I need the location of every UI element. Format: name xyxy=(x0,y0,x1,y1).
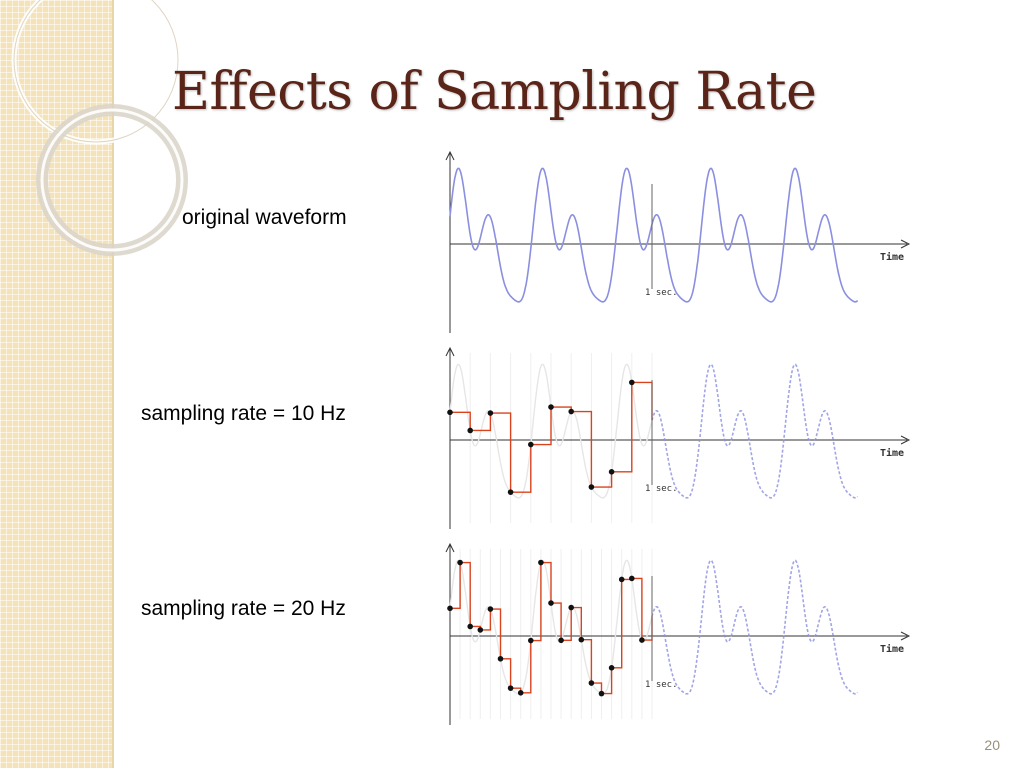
decorative-circles xyxy=(11,0,188,256)
sample-point xyxy=(629,575,635,582)
time-axis-arrow xyxy=(900,239,911,249)
sample-point xyxy=(548,600,554,606)
one-second-label: 1 sec. xyxy=(645,680,678,690)
sample-point xyxy=(467,427,473,434)
slide-number: 20 xyxy=(984,737,1000,753)
panel-label-20hz: sampling rate = 20 Hz xyxy=(141,597,346,620)
sample-point xyxy=(487,606,494,612)
remaining-waveform xyxy=(651,363,859,499)
sample-point xyxy=(447,409,453,416)
one-second-label: 1 sec. xyxy=(645,288,678,298)
sample-point xyxy=(548,404,554,410)
sample-point xyxy=(558,637,564,644)
sample-point xyxy=(639,637,645,643)
sample-point xyxy=(578,636,585,643)
time-axis-arrow xyxy=(900,631,911,641)
time-axis-label: Time xyxy=(880,447,904,459)
y-axis-arrow xyxy=(445,150,455,161)
sample-point xyxy=(477,627,484,633)
waveform-panel-original: Time 1 sec. xyxy=(425,145,925,335)
sample-point xyxy=(497,655,504,662)
sample-point xyxy=(618,576,625,583)
sample-point xyxy=(588,484,595,490)
sample-point xyxy=(598,690,605,697)
time-axis-label: Time xyxy=(880,251,904,263)
sample-point xyxy=(568,604,574,611)
sample-point xyxy=(528,441,534,448)
sidebar-edge xyxy=(112,0,114,768)
sample-point xyxy=(467,623,473,630)
sample-point xyxy=(568,408,574,415)
panel-label-original: original waveform xyxy=(182,206,347,229)
sample-point xyxy=(517,690,524,696)
slide-title: Effects of Sampling Rate xyxy=(172,62,817,122)
y-axis-arrow xyxy=(445,346,455,357)
sample-point xyxy=(629,379,635,386)
sample-point xyxy=(447,605,453,612)
remaining-waveform xyxy=(651,559,859,695)
sample-point xyxy=(487,410,494,416)
sample-point xyxy=(528,637,534,644)
sample-point xyxy=(608,665,615,671)
time-axis-arrow xyxy=(900,435,911,445)
original-waveform xyxy=(449,167,859,303)
sidebar-pattern xyxy=(0,0,112,768)
waveform-panel-10hz: Time 1 sec. xyxy=(425,341,925,531)
panel-label-10hz: sampling rate = 10 Hz xyxy=(141,402,346,425)
waveform-panel-20hz: Time 1 sec. xyxy=(425,537,925,727)
y-axis-arrow xyxy=(445,542,455,553)
sample-point xyxy=(538,559,544,566)
sample-point xyxy=(507,685,514,691)
time-axis-label: Time xyxy=(880,643,904,655)
sample-point xyxy=(608,469,615,475)
sample-point xyxy=(588,680,595,686)
sample-point xyxy=(457,559,463,566)
sample-point xyxy=(507,489,514,495)
one-second-label: 1 sec. xyxy=(645,484,678,494)
